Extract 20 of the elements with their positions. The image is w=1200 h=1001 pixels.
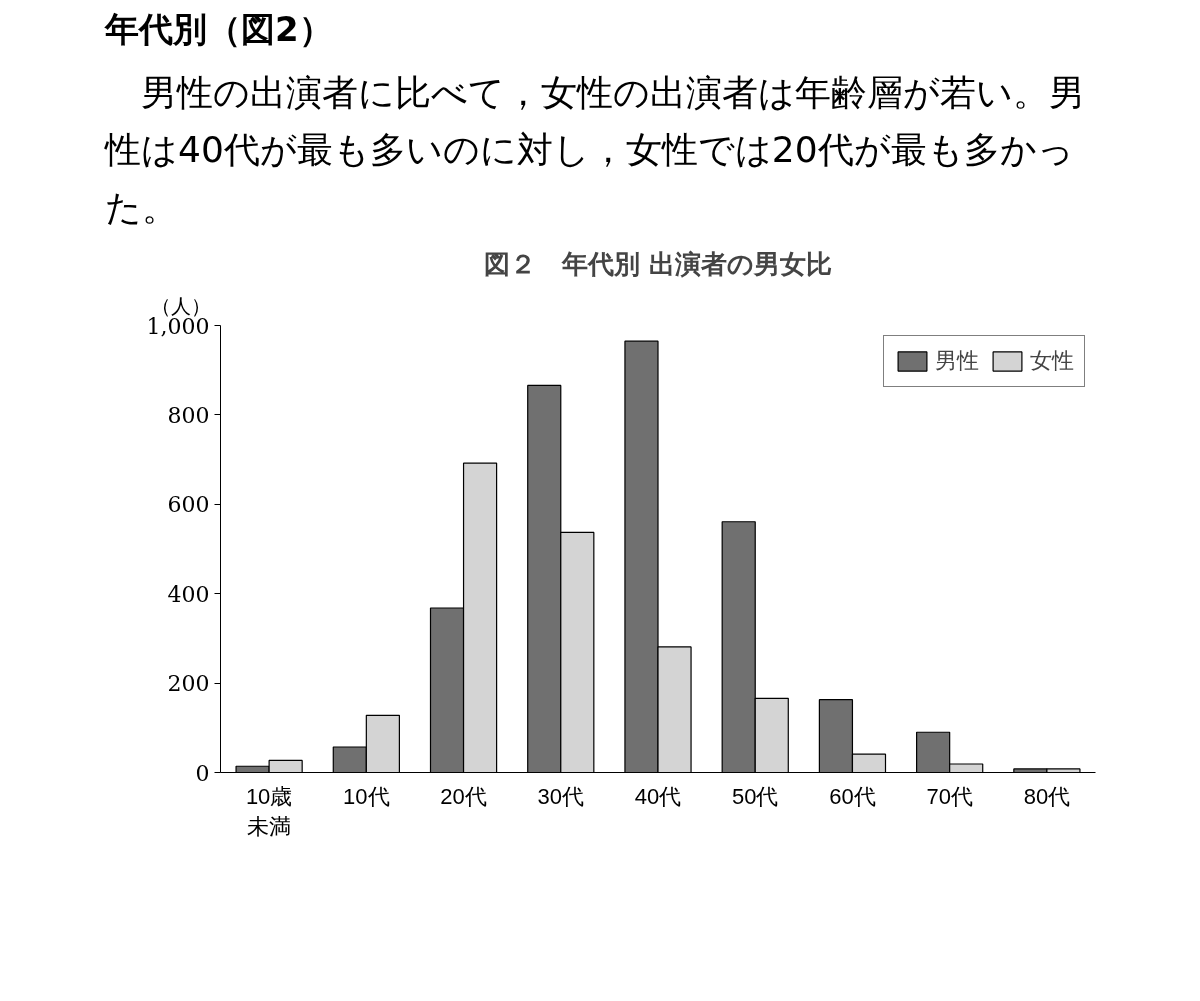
y-tick-label: 0	[195, 760, 210, 786]
chart-title: 図２ 年代別 出演者の男女比	[483, 248, 833, 279]
y-axis-title: （人）	[150, 294, 211, 317]
x-tick-label: 40代	[634, 783, 682, 809]
x-tick-label: 50代	[731, 783, 779, 809]
x-tick-label: 30代	[537, 783, 585, 809]
y-tick-label: 600	[167, 492, 210, 518]
y-tick-label: 400	[167, 582, 210, 608]
x-tick-label: 10代	[343, 783, 390, 809]
x-tick-label: 20代	[440, 783, 487, 809]
x-tick-label: 70代	[926, 783, 973, 809]
x-tick-label: 80代	[1023, 783, 1071, 809]
y-tick-label: 800	[167, 403, 210, 429]
text: 年代別（図2）	[105, 8, 333, 51]
legend-label: 男性	[935, 347, 979, 376]
text: 男性の出演者に比べて，女性の出演者は年齢層が若い。男性は40代が最も多いのに対し，女性では20代が最も多かった。	[105, 70, 1085, 230]
y-tick-label: 200	[167, 671, 210, 697]
x-tick-label: 10歳未満	[245, 783, 293, 839]
legend-label: 女性	[1030, 347, 1074, 376]
x-tick-label: 60代	[829, 783, 876, 809]
